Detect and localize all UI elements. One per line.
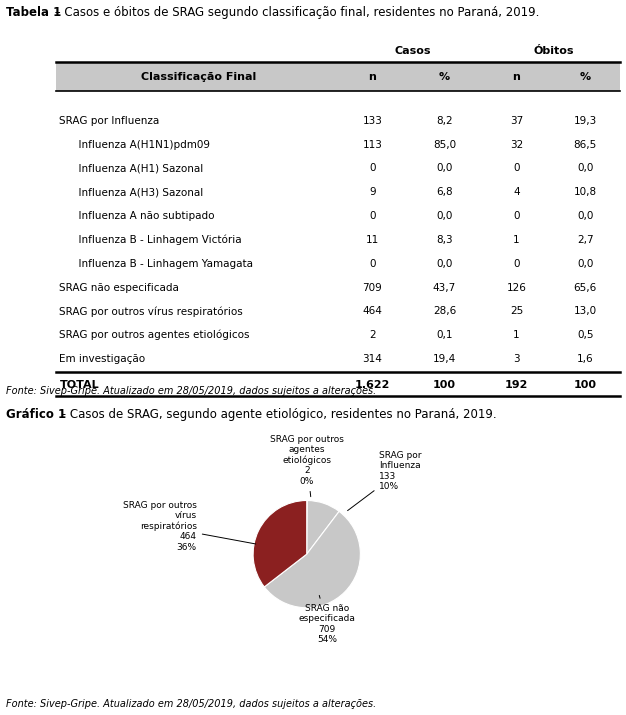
Text: 0,0: 0,0 <box>436 211 453 221</box>
Text: 2,7: 2,7 <box>577 235 593 245</box>
Text: 19,3: 19,3 <box>573 116 597 126</box>
Text: Óbitos: Óbitos <box>534 46 574 56</box>
Text: Gráfico 1: Gráfico 1 <box>6 408 66 421</box>
Text: 133: 133 <box>362 116 382 126</box>
Text: 25: 25 <box>510 306 523 316</box>
Text: Influenza A(H3) Sazonal: Influenza A(H3) Sazonal <box>59 187 203 197</box>
Text: 85,0: 85,0 <box>433 139 456 149</box>
Text: 19,4: 19,4 <box>433 354 456 364</box>
Text: n: n <box>369 72 376 82</box>
Text: 709: 709 <box>362 282 382 292</box>
Text: %: % <box>580 72 591 82</box>
Text: 1.622: 1.622 <box>355 380 390 390</box>
Text: 0,0: 0,0 <box>436 259 453 269</box>
Text: SRAG por
Influenza
133
10%: SRAG por Influenza 133 10% <box>347 451 422 511</box>
Wedge shape <box>253 500 307 587</box>
Text: Em investigação: Em investigação <box>59 354 146 364</box>
Text: Influenza A não subtipado: Influenza A não subtipado <box>59 211 215 221</box>
Text: 0,1: 0,1 <box>436 330 453 340</box>
Text: 8,2: 8,2 <box>436 116 453 126</box>
Text: 0,0: 0,0 <box>577 164 593 174</box>
Text: 100: 100 <box>433 380 456 390</box>
Text: 0: 0 <box>369 259 376 269</box>
Text: Tabela 1: Tabela 1 <box>6 6 61 19</box>
Text: 13,0: 13,0 <box>574 306 597 316</box>
Text: 0: 0 <box>369 211 376 221</box>
Text: 8,3: 8,3 <box>436 235 453 245</box>
Text: Fonte: Sivep-Gripe. Atualizado em 28/05/2019, dados sujeitos a alterações.: Fonte: Sivep-Gripe. Atualizado em 28/05/… <box>6 386 376 396</box>
Text: 28,6: 28,6 <box>433 306 456 316</box>
Text: SRAG não
especificada
709
54%: SRAG não especificada 709 54% <box>299 596 356 644</box>
Text: Casos: Casos <box>395 46 431 56</box>
Text: 0,0: 0,0 <box>577 211 593 221</box>
Text: 0: 0 <box>369 164 376 174</box>
Text: 0,0: 0,0 <box>577 259 593 269</box>
Text: 100: 100 <box>574 380 597 390</box>
Text: 6,8: 6,8 <box>436 187 453 197</box>
Text: 9: 9 <box>369 187 376 197</box>
Text: Classificação Final: Classificação Final <box>141 72 257 82</box>
Text: - Casos de SRAG, segundo agente etiológico, residentes no Paraná, 2019.: - Casos de SRAG, segundo agente etiológi… <box>58 408 496 421</box>
Text: 43,7: 43,7 <box>433 282 456 292</box>
Text: – Casos e óbitos de SRAG segundo classificação final, residentes no Paraná, 2019: – Casos e óbitos de SRAG segundo classif… <box>51 6 540 19</box>
Text: 0,5: 0,5 <box>577 330 593 340</box>
Text: SRAG por Influenza: SRAG por Influenza <box>59 116 160 126</box>
Text: 11: 11 <box>366 235 379 245</box>
Text: 0: 0 <box>513 164 520 174</box>
Text: SRAG não especificada: SRAG não especificada <box>59 282 179 292</box>
Text: 113: 113 <box>362 139 382 149</box>
Text: Influenza A(H1) Sazonal: Influenza A(H1) Sazonal <box>59 164 203 174</box>
Text: 0: 0 <box>513 211 520 221</box>
Text: 314: 314 <box>362 354 382 364</box>
Text: 192: 192 <box>505 380 528 390</box>
Text: 464: 464 <box>362 306 382 316</box>
Text: 1: 1 <box>513 330 520 340</box>
Text: SRAG por outros agentes etiológicos: SRAG por outros agentes etiológicos <box>59 330 250 340</box>
Text: 1,6: 1,6 <box>577 354 593 364</box>
Text: 3: 3 <box>513 354 520 364</box>
Text: 37: 37 <box>510 116 523 126</box>
Text: SRAG por outros
vírus
respiratórios
464
36%: SRAG por outros vírus respiratórios 464 … <box>123 500 256 552</box>
Text: n: n <box>513 72 520 82</box>
Text: Fonte: Sivep-Gripe. Atualizado em 28/05/2019, dados sujeitos a alterações.: Fonte: Sivep-Gripe. Atualizado em 28/05/… <box>6 699 376 709</box>
Text: 0,0: 0,0 <box>436 164 453 174</box>
Text: 4: 4 <box>513 187 520 197</box>
Wedge shape <box>307 500 339 554</box>
Text: 10,8: 10,8 <box>574 187 597 197</box>
Wedge shape <box>264 511 361 608</box>
Text: 86,5: 86,5 <box>573 139 597 149</box>
Bar <box>56 61 620 91</box>
Text: 2: 2 <box>369 330 376 340</box>
Text: %: % <box>439 72 450 82</box>
Text: Influenza A(H1N1)pdm09: Influenza A(H1N1)pdm09 <box>59 139 210 149</box>
Text: 65,6: 65,6 <box>573 282 597 292</box>
Text: Influenza B - Linhagem Yamagata: Influenza B - Linhagem Yamagata <box>59 259 254 269</box>
Text: 32: 32 <box>510 139 523 149</box>
Text: Influenza B - Linhagem Victória: Influenza B - Linhagem Victória <box>59 235 242 245</box>
Text: SRAG por outros
agentes
etiológicos
2
0%: SRAG por outros agentes etiológicos 2 0% <box>270 435 344 497</box>
Text: SRAG por outros vírus respiratórios: SRAG por outros vírus respiratórios <box>59 306 244 317</box>
Text: 1: 1 <box>513 235 520 245</box>
Text: TOTAL: TOTAL <box>59 380 99 390</box>
Text: 0: 0 <box>513 259 520 269</box>
Text: 126: 126 <box>506 282 526 292</box>
